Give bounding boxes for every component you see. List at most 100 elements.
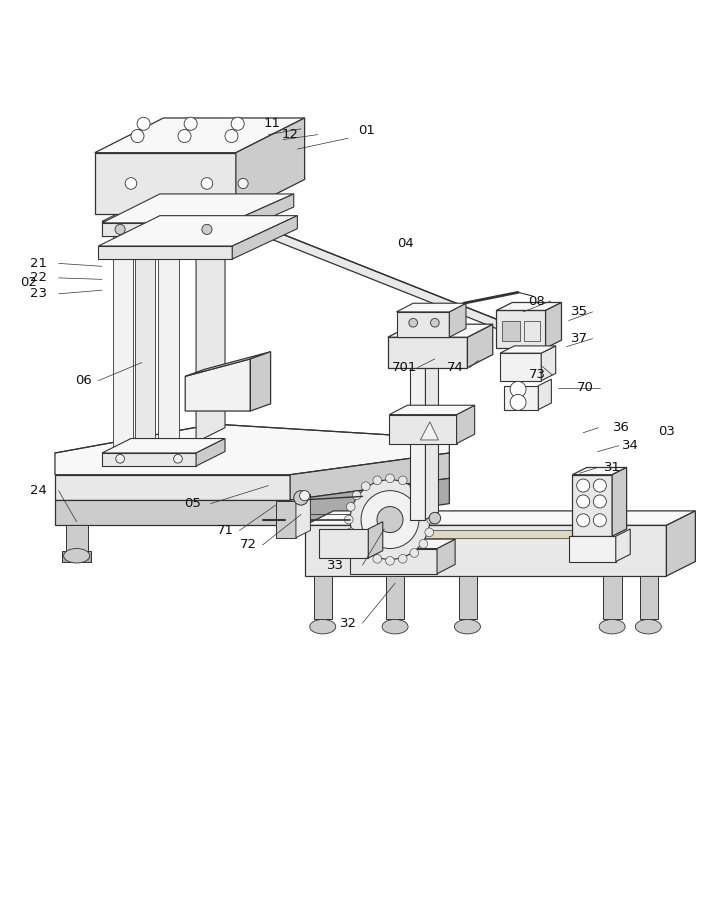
Circle shape <box>510 394 526 410</box>
Text: 72: 72 <box>240 538 257 552</box>
Polygon shape <box>55 500 290 525</box>
Polygon shape <box>542 346 555 381</box>
Polygon shape <box>102 439 225 453</box>
Polygon shape <box>236 118 304 214</box>
Text: 02: 02 <box>20 276 37 289</box>
Polygon shape <box>504 386 539 410</box>
Text: 03: 03 <box>658 425 675 438</box>
Circle shape <box>347 503 355 511</box>
Polygon shape <box>102 207 225 221</box>
Polygon shape <box>196 439 225 466</box>
Bar <box>502 321 521 341</box>
Polygon shape <box>185 352 270 376</box>
Polygon shape <box>236 216 500 330</box>
Circle shape <box>361 549 370 557</box>
Polygon shape <box>113 221 133 453</box>
Bar <box>386 576 405 620</box>
Circle shape <box>576 479 589 492</box>
Polygon shape <box>276 502 296 537</box>
Text: 37: 37 <box>571 333 588 345</box>
Polygon shape <box>397 312 450 337</box>
Bar <box>62 551 91 562</box>
Ellipse shape <box>382 620 408 634</box>
Polygon shape <box>304 511 695 525</box>
Circle shape <box>386 556 394 565</box>
Text: 70: 70 <box>577 381 594 394</box>
Text: 74: 74 <box>447 361 463 374</box>
Circle shape <box>137 117 150 130</box>
Polygon shape <box>102 453 196 466</box>
Circle shape <box>419 491 428 500</box>
Polygon shape <box>99 216 297 246</box>
Circle shape <box>425 528 434 536</box>
Polygon shape <box>232 216 297 259</box>
Circle shape <box>399 554 407 564</box>
Polygon shape <box>196 207 225 236</box>
Circle shape <box>410 482 418 490</box>
Polygon shape <box>196 199 225 442</box>
Polygon shape <box>539 380 551 410</box>
Circle shape <box>115 225 125 235</box>
Polygon shape <box>290 453 450 500</box>
Ellipse shape <box>310 620 336 634</box>
Bar <box>603 576 621 620</box>
Polygon shape <box>99 246 232 259</box>
Circle shape <box>373 554 381 564</box>
Polygon shape <box>500 353 542 381</box>
Polygon shape <box>500 346 555 353</box>
Polygon shape <box>497 311 546 348</box>
Polygon shape <box>389 415 457 444</box>
Circle shape <box>399 476 407 485</box>
Polygon shape <box>350 548 437 573</box>
Ellipse shape <box>64 548 90 563</box>
Text: 12: 12 <box>281 128 299 141</box>
Text: 08: 08 <box>528 294 544 307</box>
Bar <box>639 576 658 620</box>
Circle shape <box>352 491 361 500</box>
Circle shape <box>344 516 353 524</box>
Polygon shape <box>55 475 290 500</box>
Circle shape <box>352 539 361 548</box>
Ellipse shape <box>455 620 481 634</box>
Circle shape <box>593 495 606 508</box>
Text: 11: 11 <box>264 117 281 130</box>
Circle shape <box>184 117 197 130</box>
Bar <box>524 321 540 341</box>
Text: 05: 05 <box>184 497 201 510</box>
Circle shape <box>576 514 589 526</box>
Polygon shape <box>410 364 426 519</box>
Circle shape <box>125 178 137 189</box>
Polygon shape <box>368 522 383 558</box>
Circle shape <box>361 491 419 548</box>
Text: 23: 23 <box>30 287 47 300</box>
Polygon shape <box>497 303 561 311</box>
Polygon shape <box>389 405 475 415</box>
Circle shape <box>593 479 606 492</box>
Text: 33: 33 <box>326 559 344 572</box>
Text: 35: 35 <box>571 305 588 318</box>
Polygon shape <box>612 467 626 536</box>
Text: 32: 32 <box>339 617 357 630</box>
Polygon shape <box>319 529 368 558</box>
Polygon shape <box>426 357 439 519</box>
Text: 34: 34 <box>622 439 639 452</box>
Polygon shape <box>437 539 455 573</box>
Circle shape <box>510 381 526 398</box>
Circle shape <box>238 178 248 188</box>
Polygon shape <box>368 530 572 537</box>
Text: 21: 21 <box>30 257 47 270</box>
Polygon shape <box>388 337 468 368</box>
Ellipse shape <box>599 620 625 634</box>
Polygon shape <box>304 525 666 576</box>
Polygon shape <box>95 118 304 153</box>
Circle shape <box>377 506 403 533</box>
Bar <box>314 576 332 620</box>
Circle shape <box>361 482 370 490</box>
Polygon shape <box>420 422 439 440</box>
Polygon shape <box>102 221 196 236</box>
Text: 22: 22 <box>30 272 47 284</box>
Text: 73: 73 <box>529 369 546 381</box>
Polygon shape <box>666 511 695 576</box>
Polygon shape <box>397 304 466 312</box>
Circle shape <box>427 516 436 524</box>
